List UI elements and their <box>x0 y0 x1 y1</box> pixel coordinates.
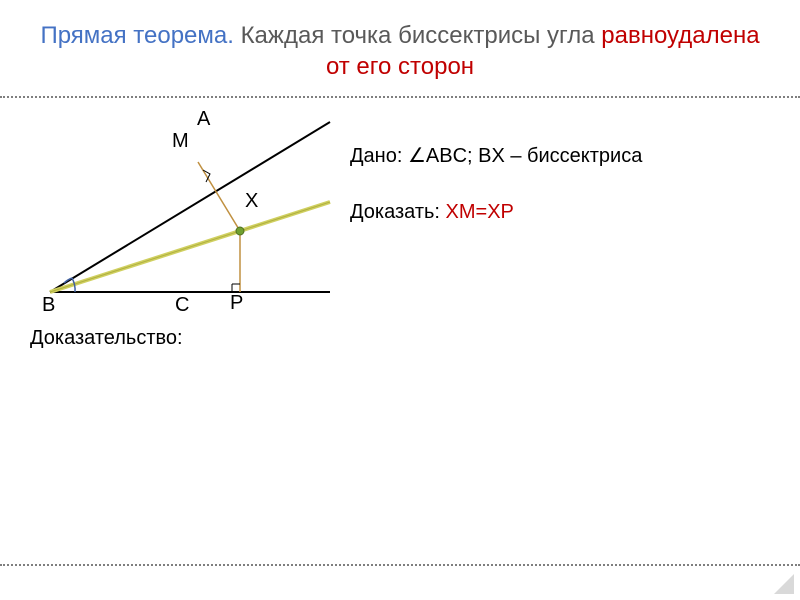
divider-top <box>0 96 800 98</box>
page-corner-icon <box>774 574 794 594</box>
given-prefix: Дано: <box>350 145 408 167</box>
title-part2a: Каждая точка <box>241 22 392 49</box>
label-x: X <box>245 190 258 213</box>
bisector-inner <box>50 202 330 292</box>
theorem-title: Прямая теорема. Каждая точка биссектрисы… <box>0 0 800 92</box>
proof-label: Доказательство: <box>30 327 183 350</box>
perp-xm <box>198 162 240 231</box>
label-p: P <box>230 292 243 315</box>
title-part2b: биссектрисы угла <box>398 22 595 49</box>
given-line1: Дано: ∠ABC; BX – биссектриса <box>350 142 642 170</box>
ray-ba <box>50 122 330 292</box>
label-m: M <box>172 130 189 153</box>
given-block: Дано: ∠ABC; BX – биссектриса Доказать: X… <box>350 142 642 226</box>
label-b: B <box>42 294 55 317</box>
title-part1: Прямая теорема. <box>40 22 233 49</box>
point-x <box>236 227 244 235</box>
divider-bottom <box>0 564 800 566</box>
angle-symbol: ∠ <box>408 145 426 167</box>
label-a: A <box>197 108 210 131</box>
content-area: A M X B C P Дано: ∠ABC; BX – биссектриса… <box>0 102 800 542</box>
right-angle-p <box>232 284 240 292</box>
geometry-diagram: A M X B C P <box>20 112 340 342</box>
prove-line: Доказать: XM=XP <box>350 198 642 226</box>
label-c: C <box>175 294 189 317</box>
given-text: ABC; BX – биссектриса <box>426 145 642 167</box>
prove-prefix: Доказать: <box>350 201 446 223</box>
prove-goal: XM=XP <box>446 201 514 223</box>
